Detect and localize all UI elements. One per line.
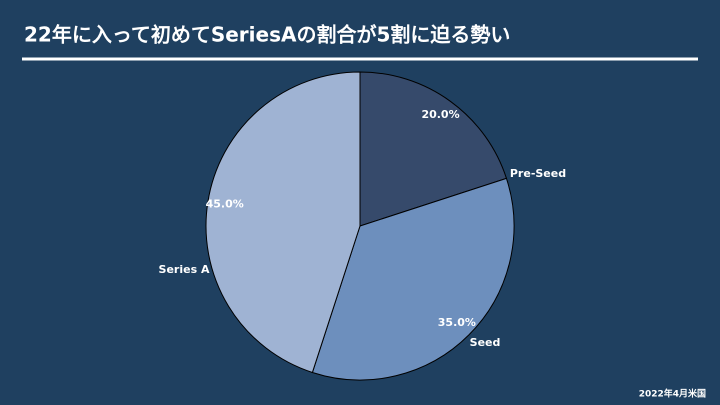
category-label: Seed <box>470 336 501 349</box>
value-label: 20.0% <box>421 108 459 121</box>
pie-slice <box>205 71 361 374</box>
value-label: 45.0% <box>206 198 244 211</box>
source-note: 2022年4月米国 <box>639 388 706 400</box>
category-label: Pre-Seed <box>510 167 566 180</box>
value-label: 35.0% <box>438 316 476 329</box>
chart-title: 22年に入って初めてSeriesAの割合が5割に迫る勢い <box>24 23 510 47</box>
pie-slice <box>359 71 508 227</box>
category-label: Series A <box>159 263 210 276</box>
pie-slice <box>311 177 515 381</box>
